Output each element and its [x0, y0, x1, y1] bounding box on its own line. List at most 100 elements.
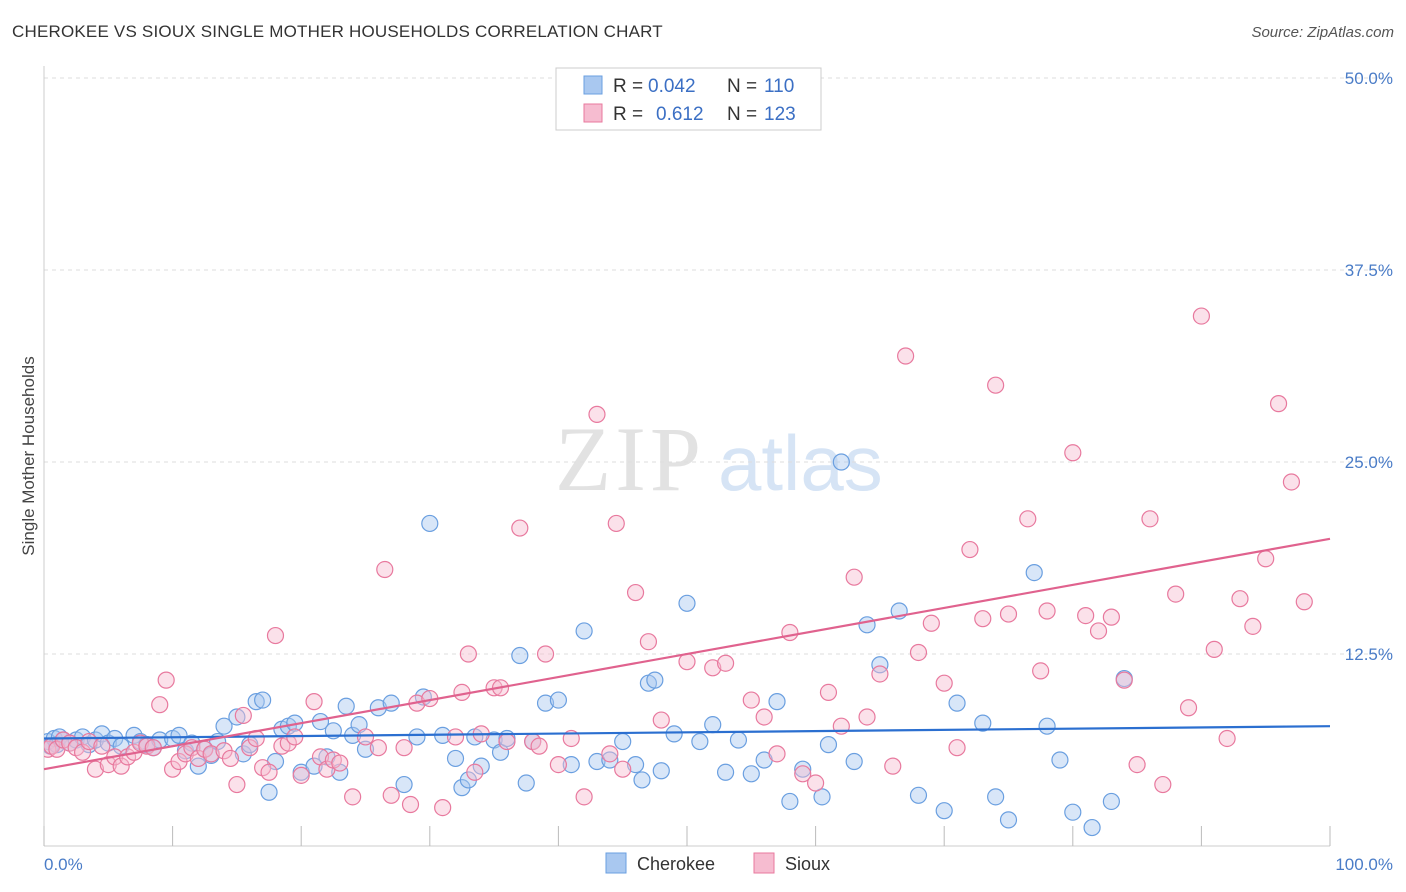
point-sioux-78	[704, 659, 722, 677]
point-sioux-114	[1192, 307, 1211, 325]
point-cherokee-71	[588, 752, 606, 771]
point-sioux-31	[241, 739, 259, 757]
point-cherokee-95	[871, 656, 889, 674]
point-sioux-95	[935, 674, 953, 692]
point-sioux-119	[1257, 550, 1275, 568]
x-tick-labels: 0.0% 100.0%	[44, 855, 1393, 874]
point-sioux-24	[189, 749, 207, 768]
point-sioux-88	[845, 568, 863, 586]
point-cherokee-65	[517, 774, 535, 792]
y-tick-label-0: 12.5%	[1345, 645, 1393, 664]
point-cherokee-30	[234, 745, 252, 763]
point-sioux-22	[176, 745, 195, 763]
point-cherokee-98	[935, 802, 953, 820]
point-cherokee-87	[768, 693, 786, 711]
point-sioux-12	[112, 757, 130, 775]
point-sioux-116	[1218, 729, 1236, 748]
point-cherokee-92	[832, 453, 850, 471]
point-cherokee-105	[1051, 751, 1069, 769]
point-sioux-55	[446, 728, 465, 746]
axes	[43, 66, 1331, 847]
point-sioux-18	[151, 696, 169, 714]
point-sioux-47	[369, 739, 387, 757]
legend-n-label-sioux: N =	[727, 104, 757, 125]
point-sioux-85	[806, 774, 825, 792]
x-tick-label-0: 0.0%	[44, 855, 83, 874]
point-cherokee-70	[575, 622, 593, 640]
point-cherokee-97	[909, 786, 928, 804]
watermark-zip: ZIP	[555, 408, 705, 510]
point-cherokee-48	[356, 740, 375, 758]
point-sioux-70	[588, 405, 606, 423]
point-sioux-98	[974, 610, 992, 628]
point-sioux-113	[1179, 699, 1198, 717]
point-sioux-110	[1141, 510, 1159, 528]
point-sioux-73	[614, 760, 632, 778]
point-cherokee-21	[170, 726, 188, 745]
chart-title: CHEROKEE VS SIOUX SINGLE MOTHER HOUSEHOL…	[12, 22, 663, 41]
point-cherokee-69	[562, 755, 580, 774]
point-sioux-101	[1019, 510, 1037, 528]
bottom-legend-swatch-cherokee	[605, 852, 627, 874]
point-cherokee-102	[999, 811, 1018, 829]
point-cherokee-60	[472, 757, 490, 775]
point-sioux-50	[395, 739, 413, 757]
point-sioux-76	[652, 711, 670, 729]
point-cherokee-89	[794, 760, 812, 778]
point-cherokee-77	[646, 671, 664, 689]
point-sioux-105	[1077, 606, 1095, 625]
point-cherokee-68	[549, 691, 568, 709]
point-cherokee-10	[86, 731, 105, 749]
source-label: Source: ZipAtlas.com	[1251, 24, 1394, 41]
legend-n-label-cherokee: N =	[727, 76, 757, 97]
legend-r-label-cherokee: R =	[613, 76, 643, 97]
point-sioux-34	[260, 763, 278, 781]
point-sioux-48	[376, 560, 394, 579]
bottom-legend: Cherokee Sioux	[605, 852, 830, 874]
point-cherokee-78	[652, 762, 670, 780]
point-cherokee-34	[260, 783, 278, 801]
point-sioux-75	[639, 633, 658, 651]
y-tick-label-3: 50.0%	[1345, 69, 1393, 88]
point-sioux-72	[607, 514, 625, 533]
point-sioux-83	[781, 623, 799, 642]
point-sioux-102	[1032, 662, 1050, 680]
legend-swatch-sioux	[583, 103, 603, 123]
point-cherokee-45	[337, 697, 355, 715]
point-sioux-35	[266, 626, 285, 645]
point-sioux-58	[466, 763, 484, 781]
point-cherokee-108	[1102, 792, 1120, 811]
point-sioux-28	[221, 749, 240, 768]
point-cherokee-104	[1038, 717, 1056, 735]
point-cherokee-51	[395, 775, 413, 794]
point-sioux-107	[1102, 608, 1120, 626]
point-cherokee-80	[678, 594, 696, 612]
point-sioux-79	[716, 654, 735, 672]
point-sioux-89	[858, 708, 876, 726]
point-sioux-90	[871, 665, 889, 683]
trend-lines	[43, 537, 1331, 771]
point-sioux-62	[498, 732, 516, 751]
point-cherokee-56	[446, 749, 465, 768]
point-sioux-106	[1089, 622, 1108, 640]
point-sioux-92	[897, 347, 915, 365]
point-sioux-67	[549, 755, 568, 774]
point-sioux-86	[819, 683, 838, 702]
point-sioux-103	[1038, 602, 1056, 620]
point-cherokee-79	[665, 725, 683, 743]
bottom-legend-label-cherokee: Cherokee	[637, 854, 715, 874]
point-sioux-108	[1115, 671, 1133, 689]
point-cherokee-28	[215, 717, 233, 735]
point-cherokee-40	[305, 757, 323, 775]
point-sioux-99	[987, 376, 1005, 394]
point-cherokee-88	[781, 792, 799, 811]
point-sioux-84	[794, 765, 812, 783]
point-sioux-74	[626, 583, 645, 602]
legend: R = 0.042 N = 110 R = 0.612 N = 123	[555, 67, 822, 131]
point-sioux-44	[331, 754, 349, 772]
point-cherokee-83	[716, 763, 735, 781]
point-cherokee-75	[633, 771, 651, 789]
y-tick-label-1: 25.0%	[1345, 453, 1393, 472]
point-sioux-104	[1064, 444, 1082, 462]
